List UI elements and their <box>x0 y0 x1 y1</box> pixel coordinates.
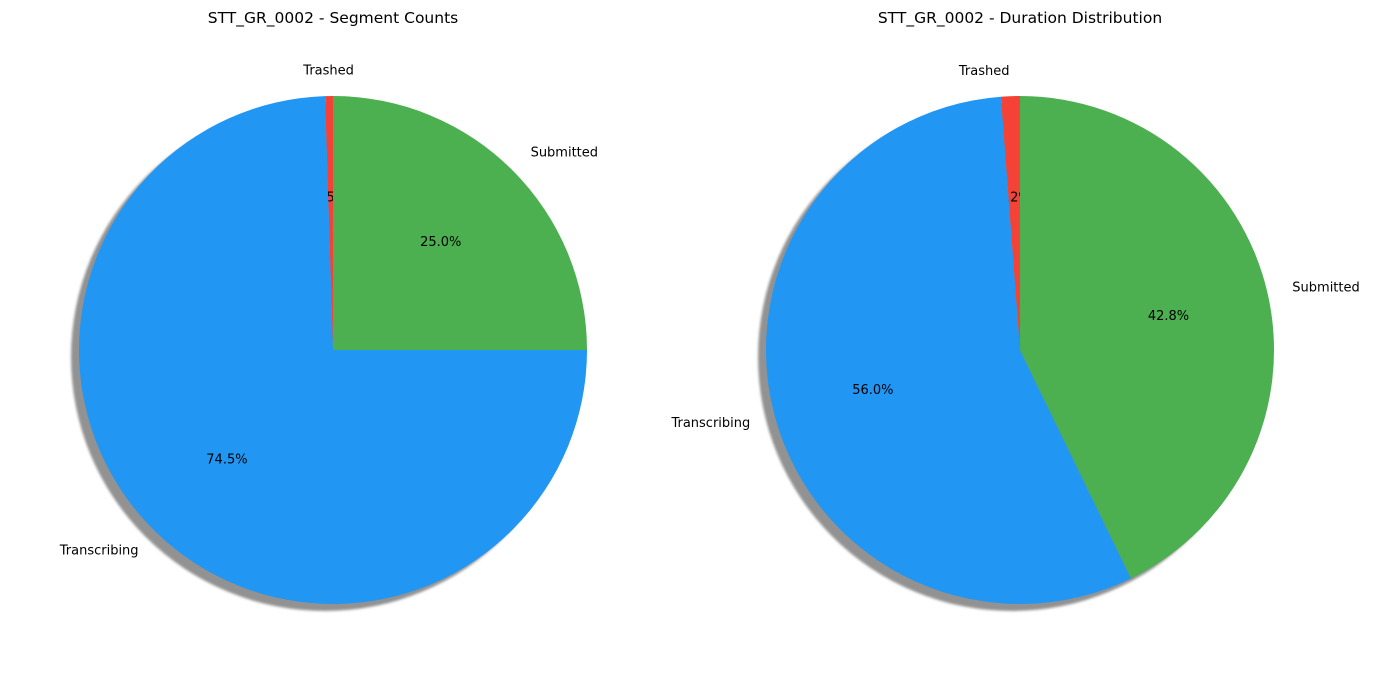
pie-slice-transcribing <box>765 96 1132 605</box>
slice-percent-label: 42.8% <box>1148 309 1189 324</box>
pie-slice-trashed <box>1000 96 1020 350</box>
pie-slice-trashed <box>325 96 333 350</box>
slice-percent-label: 56.0% <box>852 383 893 398</box>
pie-chart-duration-distribution: STT_GR_0002 - Duration Distribution Tras… <box>670 9 1360 611</box>
slice-label: Transcribing <box>59 544 139 559</box>
slice-label: Transcribing <box>670 416 750 431</box>
pie-slice-submitted <box>333 96 587 350</box>
slice-label: Submitted <box>1292 280 1359 295</box>
pie-slice-transcribing <box>79 96 588 605</box>
pie-chart-segment-counts: STT_GR_0002 - Segment Counts Trashed0.5%… <box>59 9 598 611</box>
pie-slices: Trashed0.5%Transcribing74.5%Submitted25.… <box>59 64 598 611</box>
chart-title: STT_GR_0002 - Duration Distribution <box>878 9 1162 28</box>
slice-label: Trashed <box>958 64 1010 79</box>
pie-slices: Trashed1.2%Transcribing56.0%Submitted42.… <box>670 64 1360 611</box>
slice-percent-label: 25.0% <box>420 235 461 250</box>
slice-percent-label: 74.5% <box>206 452 247 467</box>
chart-title: STT_GR_0002 - Segment Counts <box>208 9 458 28</box>
slice-label: Trashed <box>302 64 354 79</box>
pie-slice-submitted <box>1020 96 1274 579</box>
slice-label: Submitted <box>531 145 598 160</box>
